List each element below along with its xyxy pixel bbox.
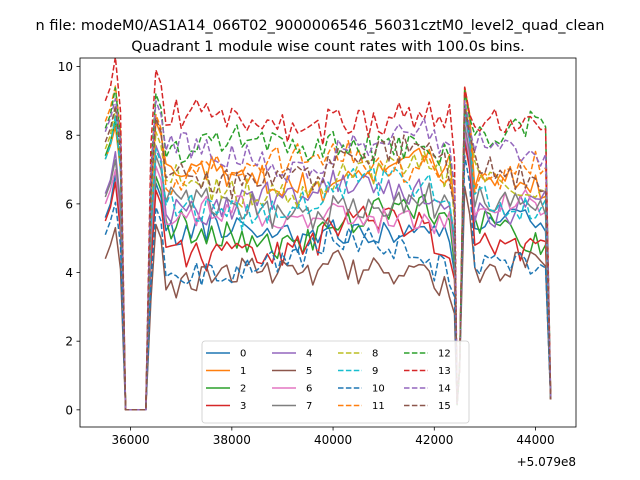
series-line-10: [104, 155, 552, 411]
y-tick-label-0: 0: [65, 403, 73, 417]
series-line-11: [104, 85, 552, 411]
legend-box: [201, 340, 470, 424]
series-line-5: [104, 185, 552, 411]
legend-label-9: 9: [372, 366, 378, 377]
legend-label-14: 14: [438, 384, 451, 395]
y-tick-label-10: 10: [58, 60, 73, 74]
series-line-9: [104, 110, 552, 411]
x-tick-label-40000: 40000: [314, 433, 352, 447]
x-axis-offset-label: +5.079e8: [517, 455, 576, 469]
series-line-8: [104, 100, 552, 411]
y-tick-label-8: 8: [65, 129, 73, 143]
axes-frame: [79, 57, 577, 428]
figure-suptitle: n file: modeM0/AS1A14_066T02_9000006546_…: [36, 18, 605, 34]
legend-label-4: 4: [306, 349, 312, 360]
legend-label-0: 0: [240, 349, 246, 360]
legend-label-5: 5: [306, 366, 312, 377]
x-tick-label-38000: 38000: [213, 433, 251, 447]
x-tick-label-36000: 36000: [112, 433, 150, 447]
legend-label-3: 3: [240, 401, 246, 412]
chart-title: Quadrant 1 module wise count rates with …: [131, 39, 525, 55]
legend-label-13: 13: [438, 366, 451, 377]
legend-label-15: 15: [438, 401, 451, 412]
x-tick-label-42000: 42000: [415, 433, 453, 447]
legend-label-8: 8: [372, 349, 378, 360]
legend-label-7: 7: [306, 401, 312, 412]
y-tick-label-2: 2: [65, 335, 73, 349]
legend-label-11: 11: [372, 401, 385, 412]
plot-area: 36000 38000 40000 42000 44000024681001234567…: [58, 57, 577, 447]
legend-label-12: 12: [438, 349, 451, 360]
y-tick-label-4: 4: [65, 266, 73, 280]
x-tick-label-44000: 44000: [516, 433, 554, 447]
legend-label-1: 1: [240, 366, 246, 377]
legend-label-6: 6: [306, 384, 312, 395]
series-line-12: [104, 86, 552, 411]
legend-label-10: 10: [372, 384, 385, 395]
legend-label-2: 2: [240, 384, 246, 395]
series-line-15: [104, 105, 552, 411]
series-line-4: [104, 113, 552, 411]
y-tick-label-6: 6: [65, 197, 73, 211]
series-line-3: [104, 141, 552, 411]
series-lines: [104, 58, 552, 411]
series-line-7: [104, 124, 552, 411]
series-line-13: [104, 58, 552, 411]
